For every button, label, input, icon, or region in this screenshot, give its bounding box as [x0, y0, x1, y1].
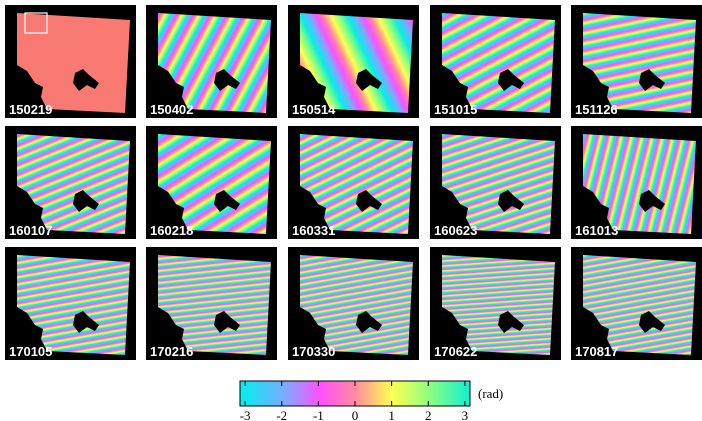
colorbar: (rad) -3 -2 -1 0 1 2 3 [239, 380, 503, 421]
phase-area [300, 134, 413, 234]
panel-label: 161013 [575, 223, 618, 238]
panel-label: 170105 [9, 344, 52, 359]
phase-area [158, 13, 271, 113]
mask-blob [498, 69, 524, 91]
panel-label: 151126 [575, 102, 618, 117]
interferogram-panel: 170105 [5, 247, 136, 360]
coast-notch [158, 186, 184, 218]
mask-blob [356, 190, 382, 212]
coast-notch [442, 307, 468, 339]
panel-label: 170330 [292, 344, 335, 359]
panel-grid: 150219 150402 150514 151015 151126 160107 1602… [5, 5, 702, 360]
phase-area [17, 13, 130, 113]
coast-notch [583, 65, 609, 97]
panel-label: 160331 [292, 223, 335, 238]
mask-blob [498, 190, 524, 212]
coast-notch [158, 65, 184, 97]
interferogram-panel: 160331 [288, 126, 419, 239]
coast-notch [158, 307, 184, 339]
coast-notch [583, 307, 609, 339]
panel-label: 151015 [434, 102, 477, 117]
interferogram-panel: 160218 [146, 126, 277, 239]
mask-blob [73, 190, 99, 212]
mask-blob [214, 69, 240, 91]
coast-notch [300, 65, 326, 97]
interferogram-panel: 161013 [571, 126, 702, 239]
colorbar-tick-label: 1 [388, 408, 395, 421]
panel-label: 160623 [434, 223, 477, 238]
interferogram-panel: 151126 [571, 5, 702, 118]
coast-notch [583, 186, 609, 218]
interferogram-panel: 150514 [288, 5, 419, 118]
phase-area [442, 134, 555, 234]
phase-area [300, 255, 413, 355]
interferogram-panel: 170330 [288, 247, 419, 360]
panel-label: 150219 [9, 102, 52, 117]
reference-box [24, 12, 48, 34]
interferogram-panel: 170817 [571, 247, 702, 360]
panel-label: 150514 [292, 102, 336, 117]
coast-notch [17, 186, 43, 218]
coast-notch [17, 65, 43, 97]
mask-blob [214, 311, 240, 333]
phase-area [583, 134, 696, 234]
panel-label: 170817 [575, 344, 618, 359]
interferogram-panel: 160623 [430, 126, 561, 239]
panel-label: 160218 [150, 223, 193, 238]
phase-area [442, 13, 555, 113]
phase-area [158, 255, 271, 355]
panel-label: 160107 [9, 223, 52, 238]
coast-notch [300, 186, 326, 218]
coast-notch [442, 186, 468, 218]
mask-blob [356, 69, 382, 91]
colorbar-unit: (rad) [478, 386, 503, 401]
coast-notch [17, 307, 43, 339]
coast-notch [442, 65, 468, 97]
panel-label: 150402 [150, 102, 193, 117]
coast-notch [300, 307, 326, 339]
phase-area [300, 13, 413, 113]
phase-area [442, 255, 555, 355]
mask-blob [356, 311, 382, 333]
phase-area [583, 255, 696, 355]
colorbar-tick-label: -3 [240, 408, 251, 421]
mask-blob [639, 311, 665, 333]
phase-area [158, 134, 271, 234]
interferogram-panel: 150402 [146, 5, 277, 118]
colorbar-tick-label: 3 [462, 408, 469, 421]
mask-blob [639, 69, 665, 91]
colorbar-tick-label: 2 [425, 408, 432, 421]
colorbar-tick-label: -1 [313, 408, 324, 421]
mask-blob [498, 311, 524, 333]
colorbar-tick-label: 0 [352, 408, 359, 421]
mask-blob [73, 69, 99, 91]
panel-label: 170216 [150, 344, 193, 359]
interferogram-panel: 151015 [430, 5, 561, 118]
interferogram-panel: 150219 [5, 5, 136, 118]
panel-label: 170622 [434, 344, 477, 359]
phase-area [583, 13, 696, 113]
mask-blob [73, 311, 99, 333]
mask-blob [639, 190, 665, 212]
phase-area [17, 134, 130, 234]
interferogram-panel: 160107 [5, 126, 136, 239]
colorbar-tick-label: -2 [276, 408, 287, 421]
interferogram-panel: 170622 [430, 247, 561, 360]
mask-blob [214, 190, 240, 212]
interferogram-panel: 170216 [146, 247, 277, 360]
phase-area [17, 255, 130, 355]
